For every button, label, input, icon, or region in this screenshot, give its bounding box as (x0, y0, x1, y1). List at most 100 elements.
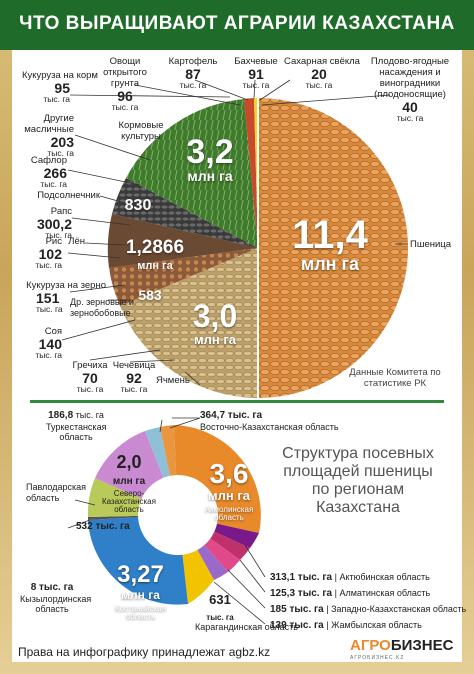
karaganda-value: 631 (209, 592, 231, 607)
item-unit: тыс. га (120, 384, 148, 394)
kyzylorda-name: Кызылординская область (20, 593, 92, 615)
turkestan-unit: тыс. га (75, 410, 104, 420)
item-value: 300,2 (36, 216, 72, 232)
region-aktobe: 313,1 тыс. га | Актюбинская область (270, 572, 430, 584)
region-pavlodar-value: 532 тыс. га (76, 521, 130, 533)
label-karaganda: 631 тыс. га (200, 592, 240, 624)
item-safflower: Сафлор 266 тыс. га (22, 155, 67, 189)
source-note: Данные Комитета по статистике РК (349, 367, 441, 389)
west-kz-name: | Западно-Казахстанская область (326, 604, 467, 614)
item-unit: тыс. га (35, 350, 62, 360)
slice-vegetables (244, 98, 258, 248)
header-bar: ЧТО ВЫРАЩИВАЮТ АГРАРИИ КАЗАХСТАНА (0, 0, 474, 50)
item-name: Сахарная свёкла (284, 56, 360, 67)
item-name: Соя (44, 326, 62, 337)
item-fruits: Плодово-ягодные насаждения и виноградник… (360, 56, 460, 123)
wheat-value: 11,4 (292, 213, 368, 257)
item-name: Кукуруза на зерно (26, 280, 106, 291)
brand-logo: АГРОБИЗНЕС АГРОБИЗНЕС.KZ (350, 637, 453, 661)
label-wheat: 11,4 млн га (275, 215, 385, 274)
item-other-grains: Др. зерновые и зернобобовые (70, 297, 140, 319)
akmola-unit: млн га (208, 488, 250, 503)
almaty-name: | Алматинская область (334, 588, 431, 598)
zhambyl-name: | Жамбылская область (326, 620, 422, 630)
turkestan-value: 186,8 (48, 410, 74, 421)
item-rapeseed: Рапс 300,2 тыс. га (22, 206, 72, 240)
region-pie-chart (87, 425, 261, 605)
item-unit: тыс. га (179, 80, 207, 90)
item-name: Сафлор (30, 155, 67, 166)
item-other-oilseeds: Другие масличные 203 тыс. га (22, 113, 74, 158)
label-akmola: 3,6 млн га Акмолинская область (194, 460, 264, 522)
item-potato: Картофель 87 тыс. га (168, 56, 218, 90)
top-pie-chart (107, 97, 408, 398)
label-barley: 3,0 млн га (175, 300, 255, 348)
item-corn-grain: Кукуруза на зерно 151 тыс. га (16, 280, 106, 314)
item-unit: тыс. га (47, 148, 74, 158)
item-lentils: Чечевица 92 тыс. га (112, 360, 156, 394)
label-north-kz: 2,0 млн га Северо-Казахстанская область (94, 453, 164, 514)
item-melons: Бахчевые 91 тыс. га (230, 56, 282, 90)
item-value: 70 (82, 370, 98, 386)
region-turkestan: 186,8 тыс. га Туркестанская область (46, 410, 106, 443)
label-oilseeds: 1,2866 млн га (115, 238, 195, 273)
region-pavlodar-name: Павлодарская область (26, 482, 86, 503)
top-leader-lines (61, 79, 408, 386)
north-kz-value: 2,0 (116, 452, 142, 472)
karaganda-unit: тыс. га (206, 613, 234, 622)
oilseeds-unit: млн га (137, 260, 173, 272)
region-leader-lines (67, 417, 266, 625)
region-east-kz: 364,7 тыс. га Восточно-Казахстанская обл… (200, 410, 339, 432)
item-fodder-name: Кормовые культуры (118, 120, 164, 142)
item-name: Др. зерновые и зернобобовые (70, 297, 134, 318)
item-buckwheat: Гречиха 70 тыс. га (70, 360, 110, 394)
regions-title: Структура посевных площадей пшеницы по р… (282, 445, 434, 516)
item-unit: тыс. га (36, 304, 63, 314)
turkestan-name: Туркестанская область (46, 421, 107, 443)
item-rice: Рис 102 тыс. га (22, 236, 62, 270)
almaty-value: 125,3 тыс. га (270, 588, 333, 599)
akmola-value: 3,6 (209, 458, 249, 489)
item-value: 203 (50, 134, 74, 150)
east-kz-name: Восточно-Казахстанская область (200, 421, 339, 432)
item-value: 92 (126, 370, 142, 386)
item-value: 266 (43, 165, 67, 181)
region-pie-hole (138, 475, 218, 555)
slice-fodder (126, 99, 258, 248)
barley-value: 3,0 (192, 298, 238, 334)
item-sugar-beet: Сахарная свёкла 20 тыс. га (284, 56, 360, 90)
label-fodder: 3,2 млн га (170, 135, 250, 185)
oilseeds-value: 1,2866 (125, 237, 185, 258)
region-almaty: 125,3 тыс. га | Алматинская область (270, 588, 430, 600)
item-name: Рис (45, 236, 62, 247)
pavlodar-value: 532 тыс. га (76, 521, 130, 532)
item-name: Кукуруза на корм (22, 70, 98, 81)
item-unit: тыс. га (45, 230, 72, 240)
kostanay-name: Костанайская область (115, 604, 166, 621)
item-value: 96 (117, 88, 133, 104)
north-kz-unit: млн га (112, 476, 146, 487)
item-name: Другие масличные (24, 113, 74, 135)
item-name: Рапс (50, 206, 72, 217)
slice-oilseeds (107, 214, 258, 268)
west-kz-value: 185 тыс. га (270, 604, 324, 615)
wheat-unit: млн га (300, 254, 360, 274)
item-unit: тыс. га (111, 102, 139, 112)
item-corn-fodder: Кукуруза на корм 95 тыс. га (22, 70, 98, 104)
aktobe-name: | Актюбинская область (334, 572, 430, 582)
karaganda-name: Карагандинская область (195, 622, 298, 632)
footer-rights: Права на инфографику принадлежат agbz.kz (18, 645, 271, 659)
east-kz-value: 364,7 тыс. га (200, 410, 263, 421)
kostanay-unit: млн га (121, 588, 160, 602)
label-583: 583 (138, 287, 162, 303)
slice-barley (120, 248, 258, 398)
item-barley-name: Ячмень (156, 375, 190, 386)
north-kz-name: Северо-Казахстанская область (102, 489, 156, 514)
item-unit: тыс. га (305, 80, 333, 90)
page-title: ЧТО ВЫРАЩИВАЮТ АГРАРИИ КАЗАХСТАНА (19, 13, 455, 34)
item-soy: Соя 140 тыс. га (22, 326, 62, 360)
item-unit: тыс. га (242, 80, 270, 90)
slice-sunflower (112, 178, 258, 248)
item-wheat-name: Пшеница (410, 239, 452, 250)
item-flax: Лён (60, 236, 85, 247)
